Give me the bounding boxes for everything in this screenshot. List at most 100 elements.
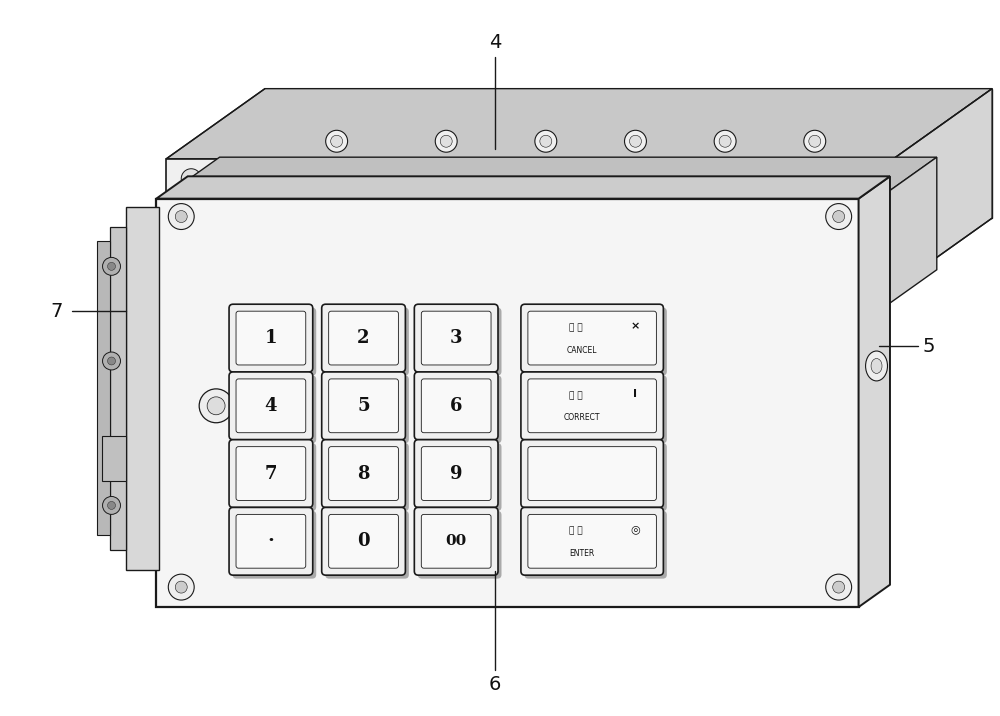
- FancyBboxPatch shape: [325, 308, 409, 375]
- Polygon shape: [97, 241, 110, 536]
- FancyBboxPatch shape: [322, 304, 405, 372]
- Circle shape: [819, 213, 839, 233]
- FancyBboxPatch shape: [236, 311, 306, 365]
- Circle shape: [211, 213, 231, 233]
- Text: ENTER: ENTER: [569, 548, 594, 558]
- FancyBboxPatch shape: [355, 225, 416, 268]
- Circle shape: [440, 135, 452, 147]
- Text: 5: 5: [357, 397, 370, 415]
- Circle shape: [331, 135, 343, 147]
- Circle shape: [435, 130, 457, 153]
- Circle shape: [216, 218, 226, 228]
- Circle shape: [311, 213, 331, 233]
- FancyBboxPatch shape: [524, 443, 667, 511]
- FancyBboxPatch shape: [421, 514, 491, 569]
- FancyBboxPatch shape: [229, 304, 313, 372]
- FancyBboxPatch shape: [418, 443, 501, 511]
- Circle shape: [103, 496, 120, 514]
- Circle shape: [103, 257, 120, 276]
- Circle shape: [809, 135, 821, 147]
- FancyBboxPatch shape: [521, 372, 663, 440]
- Circle shape: [316, 218, 326, 228]
- FancyBboxPatch shape: [229, 440, 313, 508]
- FancyBboxPatch shape: [738, 253, 810, 304]
- Text: ◎: ◎: [630, 524, 640, 534]
- Polygon shape: [110, 226, 126, 551]
- Polygon shape: [859, 176, 890, 607]
- FancyBboxPatch shape: [414, 372, 498, 440]
- Circle shape: [207, 397, 225, 415]
- FancyBboxPatch shape: [469, 253, 541, 304]
- Circle shape: [625, 130, 646, 153]
- Circle shape: [108, 262, 115, 271]
- FancyBboxPatch shape: [421, 379, 491, 432]
- FancyBboxPatch shape: [524, 511, 667, 579]
- Polygon shape: [156, 198, 859, 607]
- Text: 0: 0: [357, 532, 370, 551]
- Polygon shape: [156, 176, 890, 198]
- FancyBboxPatch shape: [329, 379, 398, 432]
- FancyBboxPatch shape: [329, 311, 398, 365]
- FancyBboxPatch shape: [528, 447, 656, 500]
- FancyBboxPatch shape: [322, 440, 405, 508]
- FancyBboxPatch shape: [233, 308, 316, 375]
- FancyBboxPatch shape: [624, 225, 685, 268]
- Circle shape: [859, 256, 879, 276]
- Polygon shape: [161, 198, 879, 311]
- Circle shape: [175, 211, 187, 223]
- Text: I: I: [633, 389, 637, 399]
- Text: 2: 2: [357, 329, 370, 347]
- FancyBboxPatch shape: [648, 253, 720, 304]
- Circle shape: [824, 218, 834, 228]
- Text: 1: 1: [265, 329, 277, 347]
- Text: 8: 8: [357, 465, 370, 483]
- FancyBboxPatch shape: [322, 372, 405, 440]
- FancyBboxPatch shape: [418, 308, 501, 375]
- Text: CORRECT: CORRECT: [563, 413, 600, 422]
- Circle shape: [103, 352, 120, 370]
- Text: 6: 6: [489, 675, 501, 695]
- FancyBboxPatch shape: [233, 511, 316, 579]
- FancyBboxPatch shape: [236, 514, 306, 569]
- FancyBboxPatch shape: [329, 514, 398, 569]
- FancyBboxPatch shape: [521, 508, 663, 575]
- Polygon shape: [102, 436, 126, 480]
- Circle shape: [168, 574, 194, 600]
- FancyBboxPatch shape: [379, 253, 451, 304]
- Text: 5: 5: [922, 337, 935, 356]
- Circle shape: [629, 135, 641, 147]
- FancyBboxPatch shape: [236, 379, 306, 432]
- FancyBboxPatch shape: [229, 372, 313, 440]
- Circle shape: [108, 501, 115, 509]
- Circle shape: [833, 581, 845, 593]
- FancyBboxPatch shape: [414, 304, 498, 372]
- FancyBboxPatch shape: [329, 447, 398, 500]
- Ellipse shape: [866, 351, 887, 381]
- FancyBboxPatch shape: [418, 511, 501, 579]
- Circle shape: [199, 389, 233, 422]
- FancyBboxPatch shape: [265, 225, 327, 268]
- Text: 00: 00: [446, 534, 467, 548]
- Circle shape: [540, 135, 552, 147]
- FancyBboxPatch shape: [559, 253, 630, 304]
- Ellipse shape: [871, 359, 882, 374]
- Polygon shape: [166, 89, 992, 159]
- Polygon shape: [161, 158, 937, 198]
- Text: 6: 6: [450, 397, 462, 415]
- FancyBboxPatch shape: [414, 440, 498, 508]
- FancyBboxPatch shape: [713, 225, 775, 268]
- FancyBboxPatch shape: [521, 440, 663, 508]
- Circle shape: [826, 203, 852, 230]
- Circle shape: [826, 574, 852, 600]
- FancyBboxPatch shape: [521, 304, 663, 372]
- Text: ×: ×: [630, 321, 640, 331]
- Circle shape: [176, 244, 196, 264]
- FancyBboxPatch shape: [322, 508, 405, 575]
- Text: 米 从: 米 从: [569, 527, 583, 536]
- FancyBboxPatch shape: [421, 311, 491, 365]
- FancyBboxPatch shape: [290, 253, 362, 304]
- Polygon shape: [893, 89, 992, 289]
- FancyBboxPatch shape: [325, 511, 409, 579]
- Text: 7: 7: [265, 465, 277, 483]
- Circle shape: [326, 130, 348, 153]
